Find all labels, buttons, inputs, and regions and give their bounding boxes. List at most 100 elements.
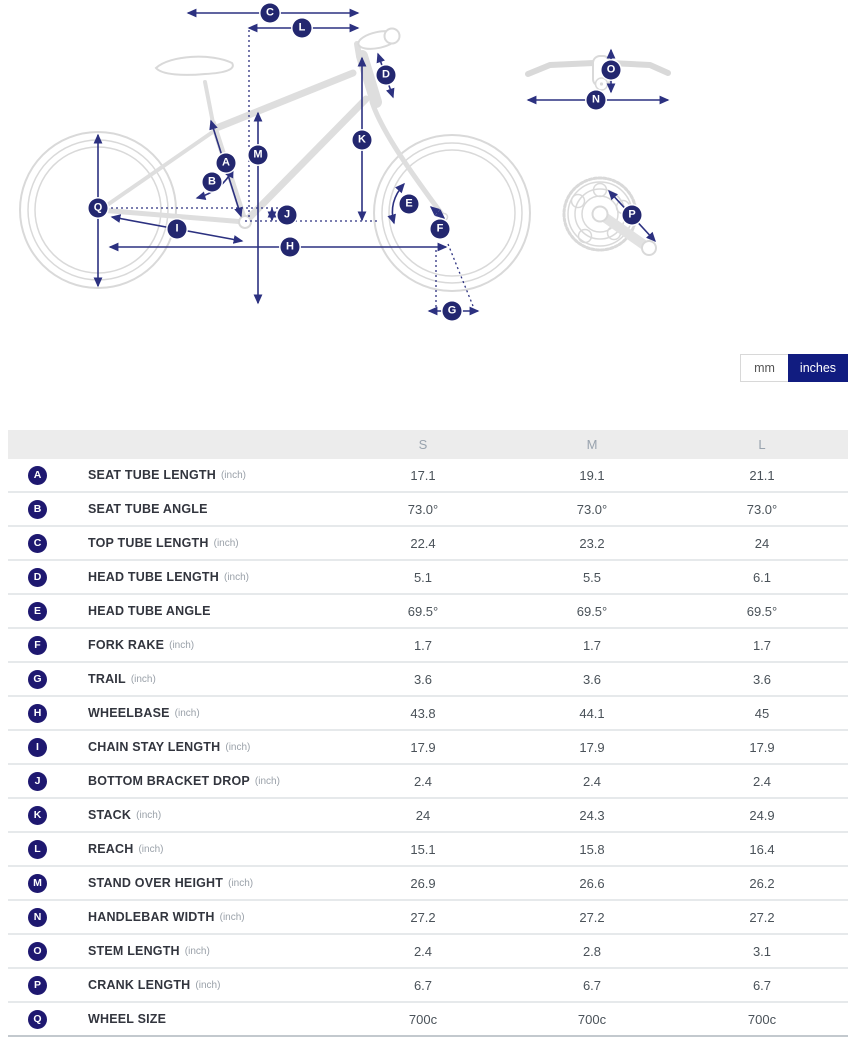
diagram-badge-f: F <box>430 219 450 239</box>
table-row: B SEAT TUBE ANGLE 73.0° 73.0° 73.0° <box>8 491 848 525</box>
row-label: SEAT TUBE ANGLE <box>88 502 208 516</box>
value-s: 2.4 <box>413 773 433 789</box>
value-s: 73.0° <box>407 501 439 517</box>
value-l: 6.7 <box>752 977 772 993</box>
value-l: 27.2 <box>749 909 775 925</box>
table-row: O STEM LENGTH (inch) 2.4 2.8 3.1 <box>8 933 848 967</box>
diagram-badge-d: D <box>376 65 396 85</box>
row-label-cell: O STEM LENGTH (inch) <box>8 935 338 967</box>
value-l: 6.1 <box>752 569 772 585</box>
diagram-badge-a: A <box>216 153 236 173</box>
value-m: 24.3 <box>579 807 605 823</box>
row-unit: (inch) <box>220 469 246 481</box>
diagram-badge-g: G <box>442 301 462 321</box>
geometry-diagram-svg <box>19 8 671 316</box>
table-row: F FORK RAKE (inch) 1.7 1.7 1.7 <box>8 627 848 661</box>
row-label: WHEEL SIZE <box>88 1012 167 1026</box>
table-row: A SEAT TUBE LENGTH (inch) 17.1 19.1 21.1 <box>8 459 848 491</box>
row-letter-badge: Q <box>28 1009 47 1029</box>
row-unit: (inch) <box>213 537 239 549</box>
table-row: P CRANK LENGTH (inch) 6.7 6.7 6.7 <box>8 967 848 1001</box>
diagram-badge-n: N <box>586 90 606 110</box>
value-m: 44.1 <box>579 705 605 721</box>
row-label-cell: L REACH (inch) <box>8 833 338 865</box>
table-row: M STAND OVER HEIGHT (inch) 26.9 26.6 26.… <box>8 865 848 899</box>
table-row: Q WHEEL SIZE 700c 700c 700c <box>8 1001 848 1035</box>
row-label-cell: I CHAIN STAY LENGTH (inch) <box>8 731 338 763</box>
row-letter-badge: D <box>28 567 47 587</box>
value-s: 3.6 <box>413 671 433 687</box>
row-letter-badge: L <box>28 839 47 859</box>
size-column-spacer <box>8 430 338 459</box>
value-l: 1.7 <box>752 637 772 653</box>
row-label-cell: G TRAIL (inch) <box>8 663 338 695</box>
row-unit: (inch) <box>130 673 156 685</box>
row-label-cell: J BOTTOM BRACKET DROP (inch) <box>8 765 338 797</box>
table-row: E HEAD TUBE ANGLE 69.5° 69.5° 69.5° <box>8 593 848 627</box>
row-unit: (inch) <box>219 911 245 923</box>
diagram-badge-l: L <box>292 18 312 38</box>
value-m: 3.6 <box>582 671 602 687</box>
row-letter-badge: F <box>28 635 47 655</box>
row-label: STAND OVER HEIGHT <box>88 876 224 890</box>
value-l: 3.1 <box>752 943 772 959</box>
row-letter-badge: E <box>28 601 47 621</box>
diagram-badge-m: M <box>248 145 268 165</box>
table-body: A SEAT TUBE LENGTH (inch) 17.1 19.1 21.1… <box>8 459 848 1035</box>
value-m: 73.0° <box>576 501 608 517</box>
value-s: 1.7 <box>413 637 433 653</box>
value-s: 43.8 <box>410 705 436 721</box>
diagram-badge-o: O <box>601 60 621 80</box>
row-letter-badge: B <box>28 499 47 519</box>
row-letter-badge: A <box>28 465 47 485</box>
table-row: L REACH (inch) 15.1 15.8 16.4 <box>8 831 848 865</box>
value-s: 6.7 <box>413 977 433 993</box>
value-m: 27.2 <box>579 909 605 925</box>
row-label: WHEELBASE <box>88 706 170 720</box>
diagram-badge-h: H <box>280 237 300 257</box>
row-label: TOP TUBE LENGTH <box>88 536 209 550</box>
value-l: 26.2 <box>749 875 775 891</box>
handlebar-top-view-drawing <box>525 55 671 91</box>
value-l: 24 <box>754 535 770 551</box>
crankset-drawing <box>562 176 657 256</box>
value-l: 21.1 <box>749 467 775 483</box>
unit-inches-button[interactable]: inches <box>788 354 848 382</box>
value-s: 26.9 <box>410 875 436 891</box>
value-m: 2.8 <box>582 943 602 959</box>
row-label-cell: N HANDLEBAR WIDTH (inch) <box>8 901 338 933</box>
row-letter-badge: K <box>28 805 47 825</box>
row-unit: (inch) <box>228 877 254 889</box>
row-unit: (inch) <box>223 571 249 583</box>
row-unit: (inch) <box>184 945 210 957</box>
row-unit: (inch) <box>169 639 195 651</box>
unit-mm-button[interactable]: mm <box>740 354 788 382</box>
row-label: STEM LENGTH <box>88 944 180 958</box>
value-s: 5.1 <box>413 569 433 585</box>
row-unit: (inch) <box>254 775 280 787</box>
row-letter-badge: G <box>28 669 47 689</box>
row-unit: (inch) <box>195 979 221 991</box>
row-letter-badge: P <box>28 975 47 995</box>
value-m: 15.8 <box>579 841 605 857</box>
row-label-cell: P CRANK LENGTH (inch) <box>8 969 338 1001</box>
row-unit: (inch) <box>138 843 164 855</box>
table-row: G TRAIL (inch) 3.6 3.6 3.6 <box>8 661 848 695</box>
diagram-badge-k: K <box>352 130 372 150</box>
column-header-s: S <box>418 437 428 452</box>
row-label: CHAIN STAY LENGTH <box>88 740 221 754</box>
diagram-badge-e: E <box>399 194 419 214</box>
value-l: 16.4 <box>749 841 775 857</box>
row-label: HEAD TUBE ANGLE <box>88 604 211 618</box>
diagram-badge-q: Q <box>88 198 108 218</box>
row-label: SEAT TUBE LENGTH <box>88 468 216 482</box>
value-s: 17.1 <box>410 467 436 483</box>
value-s: 15.1 <box>410 841 436 857</box>
value-l: 45 <box>754 705 770 721</box>
value-m: 26.6 <box>579 875 605 891</box>
unit-toggle: mm inches <box>740 354 848 382</box>
column-header-l: L <box>758 437 766 452</box>
row-label-cell: H WHEELBASE (inch) <box>8 697 338 729</box>
